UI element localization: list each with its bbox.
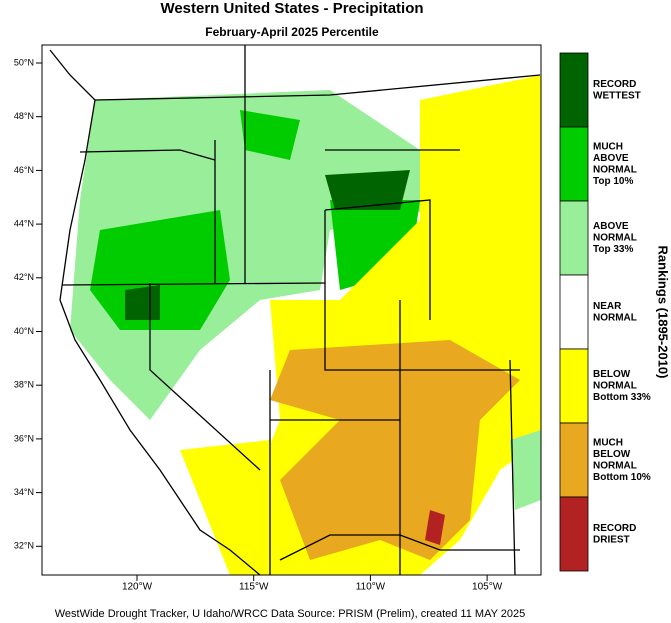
legend-swatch <box>559 422 589 498</box>
legend-swatch <box>559 200 589 276</box>
legend-label: NORMAL <box>593 233 637 244</box>
legend-swatch <box>559 52 589 128</box>
footer: WestWide Drought Tracker, U Idaho/WRCC D… <box>55 608 526 620</box>
legend-label: RECORD <box>593 523 636 534</box>
map <box>41 44 542 576</box>
legend-swatch <box>559 274 589 350</box>
legend-label: Bottom 33% <box>593 392 651 403</box>
lat-label: 38°N <box>14 380 34 390</box>
legend-label: NORMAL <box>593 381 637 392</box>
legend-swatch <box>559 496 589 572</box>
legend-label: DRIEST <box>593 534 630 545</box>
legend-label: ABOVE <box>593 221 629 232</box>
legend-label: BELOW <box>593 449 631 460</box>
legend-label: MUCH <box>593 141 623 152</box>
lon-label: 115°W <box>239 582 269 593</box>
legend-label: NORMAL <box>593 312 637 323</box>
legend-swatch <box>559 126 589 202</box>
legend-label: ABOVE <box>593 153 629 164</box>
lat-label: 42°N <box>14 272 34 282</box>
legend-label: NEAR <box>593 301 622 312</box>
legend-label: BELOW <box>593 369 631 380</box>
legend-label: NORMAL <box>593 460 637 471</box>
legend-label: RECORD <box>593 79 636 90</box>
subtitle: February-April 2025 Percentile <box>205 25 379 39</box>
legend-label: NORMAL <box>593 164 637 175</box>
legend-label: WETTEST <box>593 90 641 101</box>
lon-label: 120°W <box>122 582 153 593</box>
lat-label: 44°N <box>14 218 34 228</box>
legend-label: Top 33% <box>593 244 633 255</box>
lon-label: 110°W <box>356 582 386 593</box>
legend-swatch <box>559 348 589 424</box>
lat-label: 50°N <box>14 57 34 67</box>
lat-label: 34°N <box>14 487 34 497</box>
title: Western United States - Precipitation <box>160 0 423 17</box>
lat-label: 32°N <box>14 541 34 551</box>
lat-label: 36°N <box>14 433 34 443</box>
legend-title: Rankings (1895-2010) <box>656 246 671 379</box>
legend-label: Top 10% <box>593 176 633 187</box>
lat-label: 48°N <box>14 111 34 121</box>
legend-label: Bottom 10% <box>593 472 651 483</box>
lat-label: 40°N <box>14 326 34 336</box>
lat-label: 46°N <box>14 165 34 175</box>
footer-group: WestWide Drought Tracker, U Idaho/WRCC D… <box>55 608 526 620</box>
lon-label: 105°W <box>472 582 503 593</box>
legend-label: MUCH <box>593 437 623 448</box>
